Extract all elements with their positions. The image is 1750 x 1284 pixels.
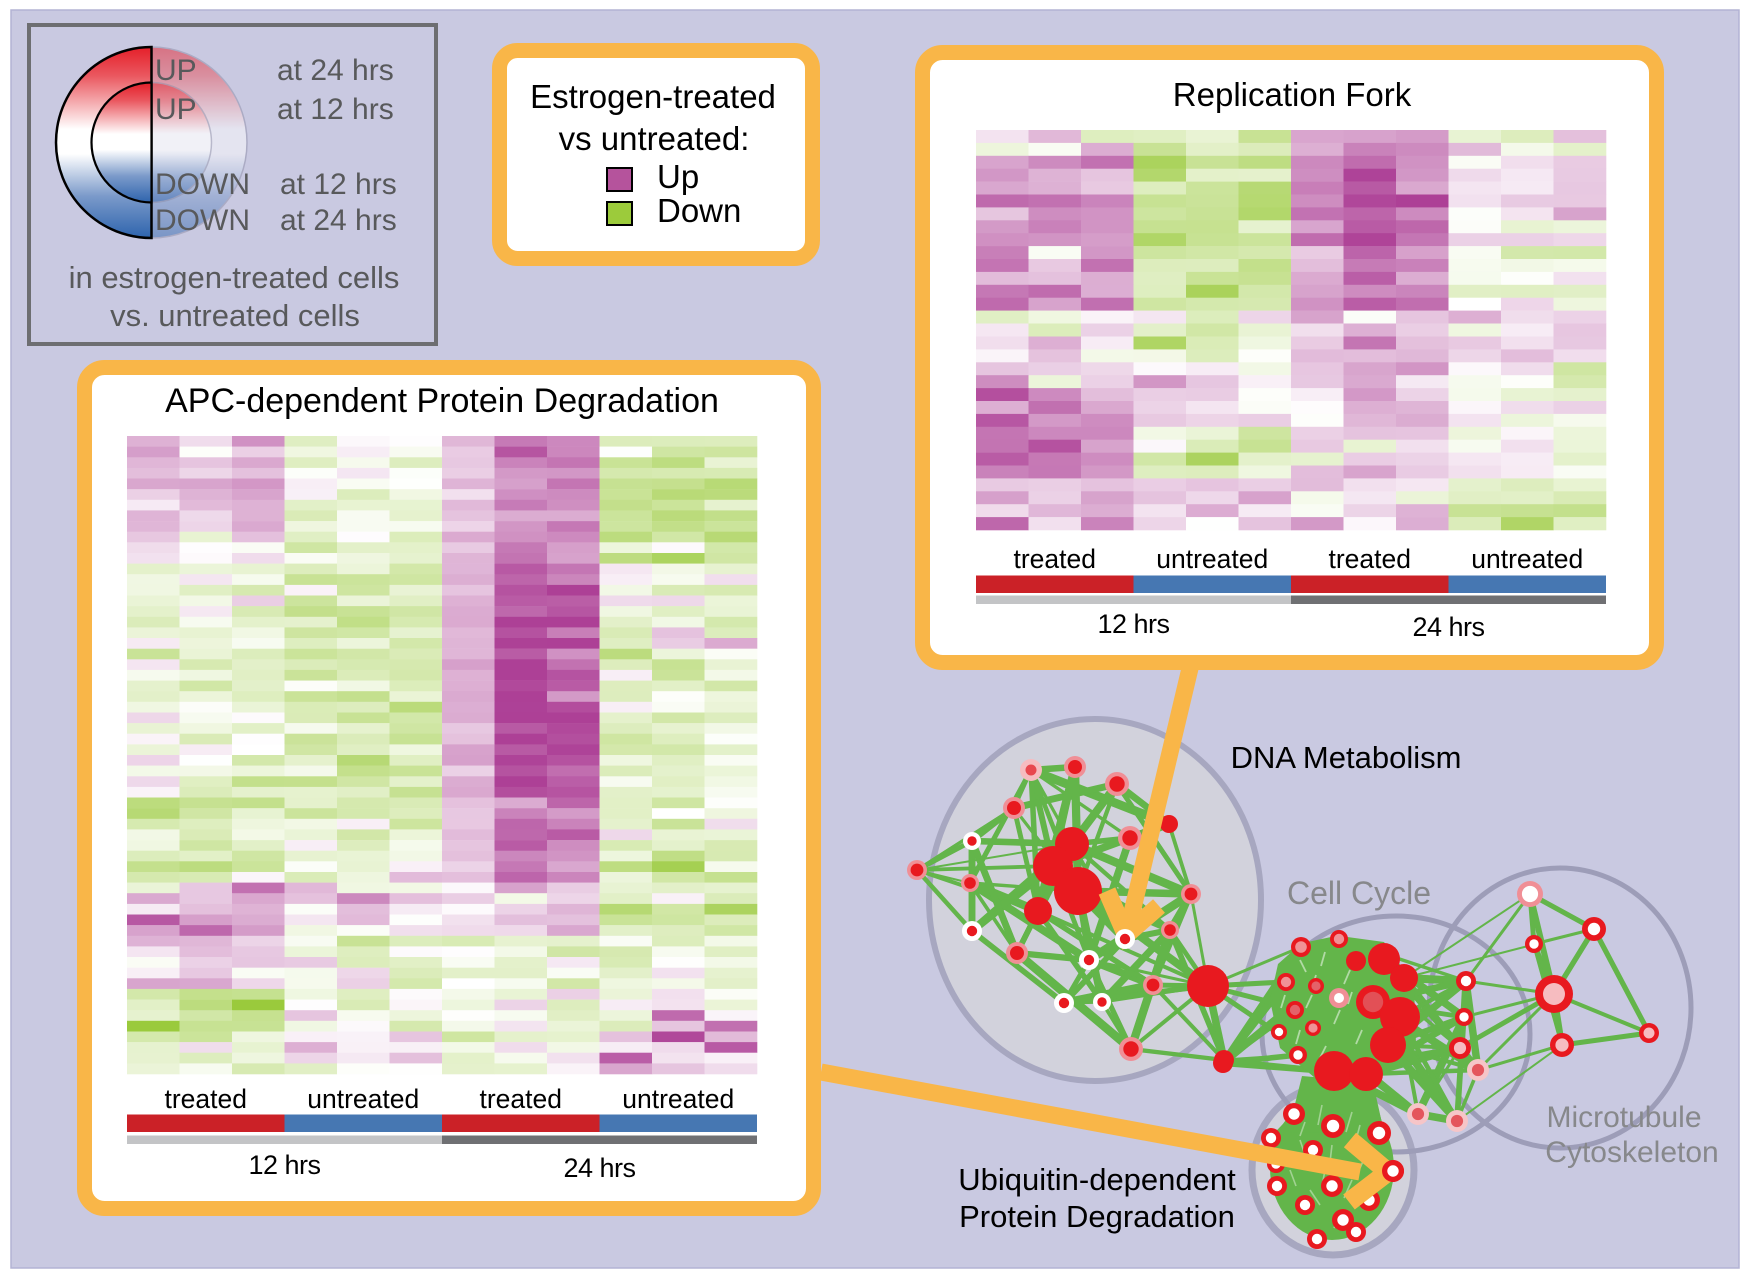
svg-text:at 24 hrs: at 24 hrs — [280, 204, 397, 237]
svg-text:Replication Fork: Replication Fork — [1173, 76, 1412, 113]
svg-text:UP: UP — [155, 54, 197, 87]
svg-text:at 24 hrs: at 24 hrs — [277, 54, 394, 87]
svg-text:Protein Degradation: Protein Degradation — [959, 1199, 1235, 1234]
svg-text:at 12 hrs: at 12 hrs — [277, 93, 394, 126]
svg-text:untreated: untreated — [1156, 544, 1268, 574]
svg-text:24 hrs: 24 hrs — [563, 1153, 635, 1183]
svg-text:APC-dependent Protein Degradat: APC-dependent Protein Degradation — [165, 382, 719, 420]
svg-text:treated: treated — [164, 1084, 247, 1114]
svg-text:DOWN: DOWN — [155, 168, 250, 201]
svg-text:Up: Up — [657, 158, 699, 195]
svg-text:UP: UP — [155, 93, 197, 126]
svg-text:treated: treated — [479, 1084, 562, 1114]
svg-text:in estrogen-treated cells: in estrogen-treated cells — [69, 260, 400, 295]
svg-text:treated: treated — [1013, 544, 1096, 574]
svg-text:24 hrs: 24 hrs — [1412, 612, 1484, 642]
svg-text:Cell Cycle: Cell Cycle — [1287, 875, 1431, 911]
svg-text:vs. untreated cells: vs. untreated cells — [110, 298, 360, 333]
svg-text:untreated: untreated — [622, 1084, 734, 1114]
svg-text:vs untreated:: vs untreated: — [559, 120, 750, 157]
svg-text:untreated: untreated — [307, 1084, 419, 1114]
svg-text:DOWN: DOWN — [155, 204, 250, 237]
svg-text:Down: Down — [657, 192, 741, 229]
svg-text:Estrogen-treated: Estrogen-treated — [530, 78, 776, 115]
svg-text:Microtubule: Microtubule — [1546, 1101, 1701, 1134]
svg-text:untreated: untreated — [1471, 544, 1583, 574]
svg-text:Cytoskeleton: Cytoskeleton — [1545, 1136, 1718, 1169]
svg-text:Ubiquitin-dependent: Ubiquitin-dependent — [958, 1162, 1236, 1197]
svg-text:treated: treated — [1328, 544, 1411, 574]
svg-text:12 hrs: 12 hrs — [248, 1150, 320, 1180]
svg-text:DNA Metabolism: DNA Metabolism — [1231, 740, 1462, 775]
svg-text:at 12 hrs: at 12 hrs — [280, 168, 397, 201]
svg-text:12 hrs: 12 hrs — [1097, 609, 1169, 639]
